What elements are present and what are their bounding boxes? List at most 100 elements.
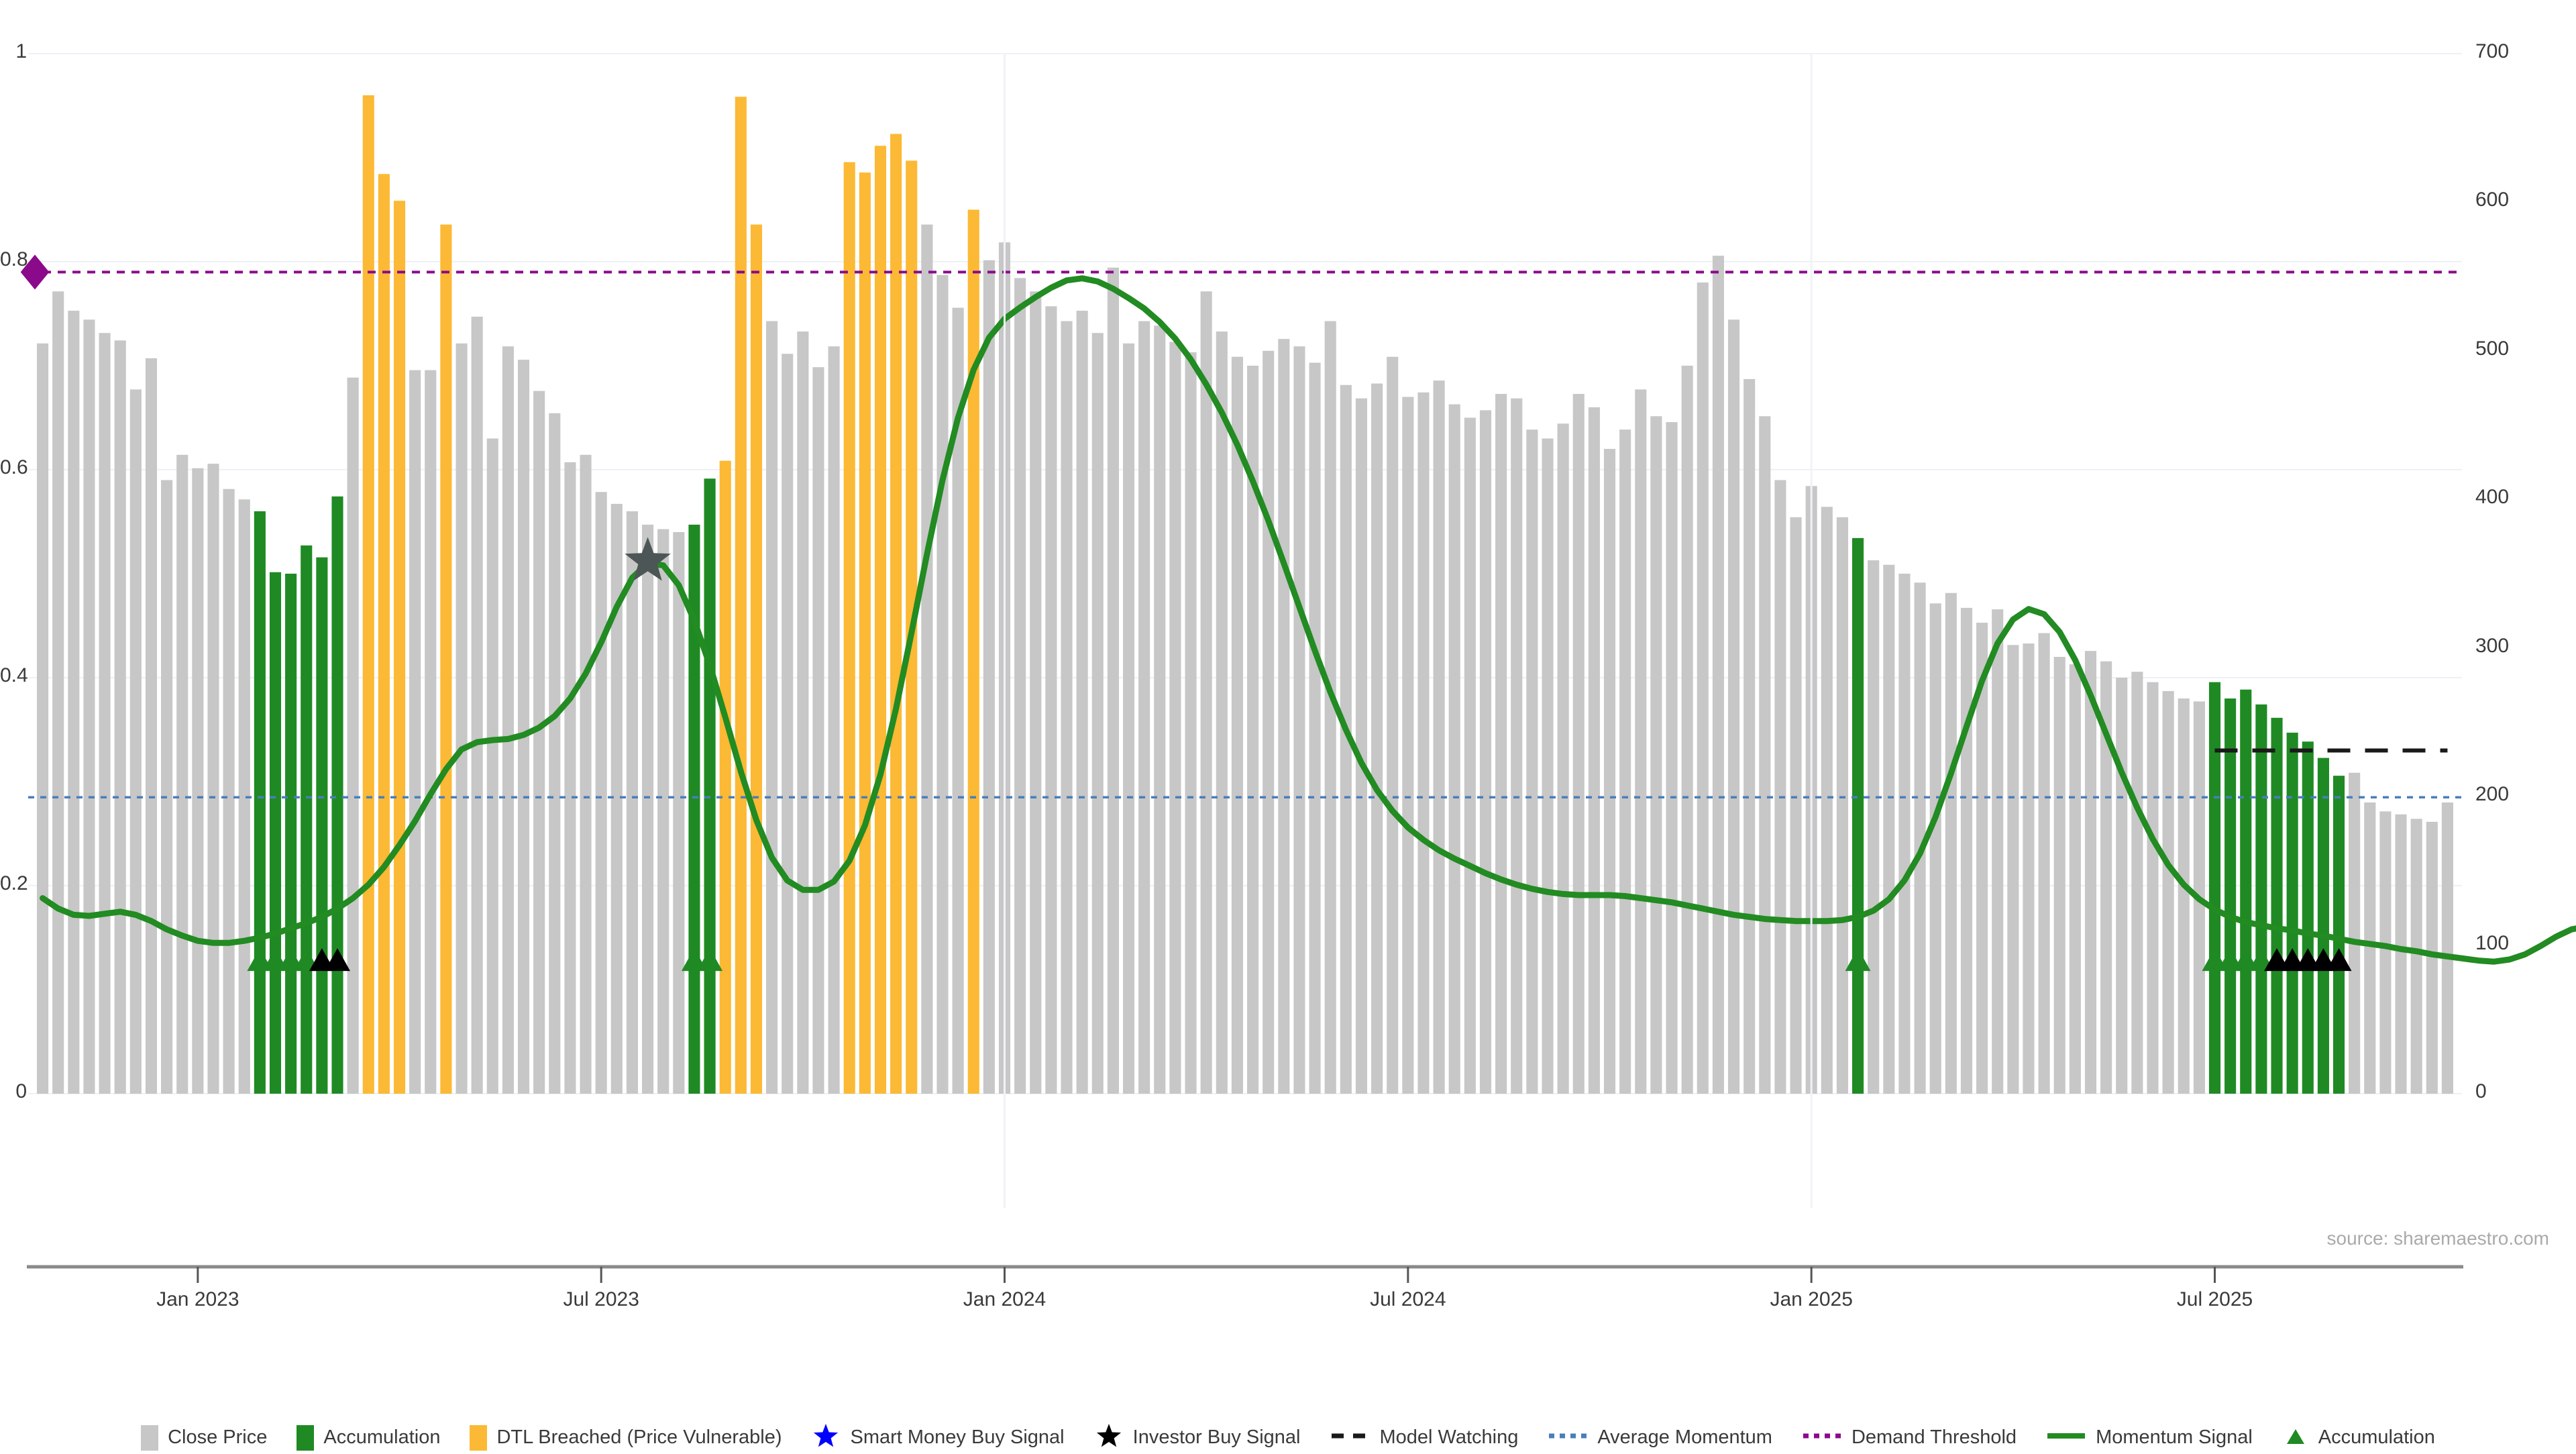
bar-close[interactable] xyxy=(1836,517,1848,1094)
bar-close[interactable] xyxy=(1603,449,1616,1094)
accumulation-triangle-marker[interactable] xyxy=(697,948,723,972)
bar-close[interactable] xyxy=(1107,267,1119,1094)
bar-close[interactable] xyxy=(517,360,530,1094)
bar-close[interactable] xyxy=(828,346,840,1094)
bar-close[interactable] xyxy=(2053,657,2065,1094)
bar-close[interactable] xyxy=(2038,633,2050,1094)
bar-accumulation[interactable] xyxy=(254,511,266,1094)
momentum-signal-line[interactable] xyxy=(40,275,2576,965)
legend-close-price[interactable]: Close Price xyxy=(141,1424,267,1451)
bar-accumulation[interactable] xyxy=(301,545,313,1094)
bar-close[interactable] xyxy=(2364,802,2376,1094)
bar-dtl[interactable] xyxy=(719,460,731,1094)
bar-dtl[interactable] xyxy=(362,95,374,1094)
bar-close[interactable] xyxy=(161,480,173,1094)
bar-close[interactable] xyxy=(2084,651,2097,1094)
bar-close[interactable] xyxy=(1697,282,1709,1094)
legend-demand-threshold[interactable]: Demand Threshold xyxy=(1802,1426,2017,1449)
bar-close[interactable] xyxy=(1635,389,1647,1094)
bar-accumulation[interactable] xyxy=(1852,537,1864,1094)
bar-close[interactable] xyxy=(2395,814,2407,1094)
bar-accumulation[interactable] xyxy=(2208,682,2221,1094)
bar-close[interactable] xyxy=(936,274,949,1094)
bar-close[interactable] xyxy=(1324,321,1336,1094)
bar-close[interactable] xyxy=(1557,423,1569,1094)
bar-close[interactable] xyxy=(1960,607,1973,1094)
bar-accumulation[interactable] xyxy=(285,574,297,1094)
bar-close[interactable] xyxy=(533,391,545,1094)
bar-close[interactable] xyxy=(2441,802,2453,1094)
bar-close[interactable] xyxy=(1712,256,1724,1094)
bar-close[interactable] xyxy=(37,343,49,1094)
bar-close[interactable] xyxy=(642,524,654,1094)
bar-close[interactable] xyxy=(1511,398,1523,1094)
bar-close[interactable] xyxy=(1992,609,2004,1094)
bar-close[interactable] xyxy=(1045,306,1057,1094)
bar-close[interactable] xyxy=(1588,407,1600,1094)
bar-close[interactable] xyxy=(1169,342,1181,1094)
bar-close[interactable] xyxy=(99,333,111,1094)
bar-accumulation[interactable] xyxy=(2255,704,2267,1094)
bar-close[interactable] xyxy=(52,291,64,1094)
bar-close[interactable] xyxy=(2100,661,2112,1094)
bar-close[interactable] xyxy=(1030,291,1042,1094)
bar-close[interactable] xyxy=(1076,311,1088,1094)
bar-close[interactable] xyxy=(1743,378,1756,1094)
bar-close[interactable] xyxy=(1821,507,1833,1094)
legend-model-watching[interactable]: Model Watching xyxy=(1330,1426,1518,1449)
bar-close[interactable] xyxy=(1572,394,1585,1094)
bar-close[interactable] xyxy=(347,377,359,1094)
bar-close[interactable] xyxy=(564,462,576,1094)
bar-dtl[interactable] xyxy=(843,162,855,1094)
bar-close[interactable] xyxy=(1433,380,1445,1094)
bar-close[interactable] xyxy=(114,340,126,1094)
bar-close[interactable] xyxy=(1293,346,1305,1094)
bar-close[interactable] xyxy=(2178,698,2190,1094)
investor-buy-triangle-marker[interactable] xyxy=(325,948,350,972)
bar-close[interactable] xyxy=(1263,350,1275,1094)
bar-close[interactable] xyxy=(192,468,204,1094)
bar-close[interactable] xyxy=(673,532,685,1094)
bar-close[interactable] xyxy=(1417,392,1430,1094)
bar-close[interactable] xyxy=(1340,384,1352,1094)
accumulation-triangle-marker[interactable] xyxy=(1845,948,1871,972)
bar-close[interactable] xyxy=(1898,574,1911,1094)
bar-accumulation[interactable] xyxy=(316,557,328,1094)
bar-close[interactable] xyxy=(68,311,80,1094)
bar-close[interactable] xyxy=(1061,321,1073,1094)
bar-close[interactable] xyxy=(626,511,638,1094)
bar-close[interactable] xyxy=(1495,394,1507,1094)
bar-close[interactable] xyxy=(409,370,421,1094)
bar-close[interactable] xyxy=(1278,339,1290,1094)
bar-dtl[interactable] xyxy=(750,224,763,1094)
bar-dtl[interactable] xyxy=(735,97,747,1094)
bar-close[interactable] xyxy=(595,492,607,1094)
bar-close[interactable] xyxy=(1091,333,1104,1094)
bar-close[interactable] xyxy=(2349,772,2361,1094)
bar-accumulation[interactable] xyxy=(2240,689,2252,1094)
bar-close[interactable] xyxy=(1387,356,1399,1094)
bar-close[interactable] xyxy=(83,319,95,1094)
bar-close[interactable] xyxy=(983,260,995,1094)
bar-close[interactable] xyxy=(1790,517,1802,1094)
bar-close[interactable] xyxy=(1216,331,1228,1094)
bar-accumulation[interactable] xyxy=(2224,698,2237,1094)
bar-close[interactable] xyxy=(1402,397,1414,1094)
bar-close[interactable] xyxy=(2007,645,2019,1094)
bar-close[interactable] xyxy=(2379,811,2392,1094)
bar-accumulation[interactable] xyxy=(2332,776,2345,1094)
bar-close[interactable] xyxy=(145,358,158,1094)
legend-accumulation-bar[interactable]: Accumulation xyxy=(297,1424,440,1451)
bar-close[interactable] xyxy=(176,454,189,1094)
bar-close[interactable] xyxy=(1681,366,1693,1094)
bar-close[interactable] xyxy=(1929,603,1941,1094)
bar-close[interactable] xyxy=(238,499,250,1094)
bar-close[interactable] xyxy=(610,503,623,1094)
legend-accumulation-triangle[interactable]: Accumulation xyxy=(2282,1422,2435,1453)
bar-close[interactable] xyxy=(1976,623,1988,1094)
demand-threshold-diamond-marker[interactable] xyxy=(20,254,50,290)
bar-accumulation[interactable] xyxy=(2271,717,2283,1094)
bar-close[interactable] xyxy=(1355,398,1368,1094)
bar-dtl[interactable] xyxy=(440,224,452,1094)
legend-momentum-signal[interactable]: Momentum Signal xyxy=(2046,1426,2253,1449)
